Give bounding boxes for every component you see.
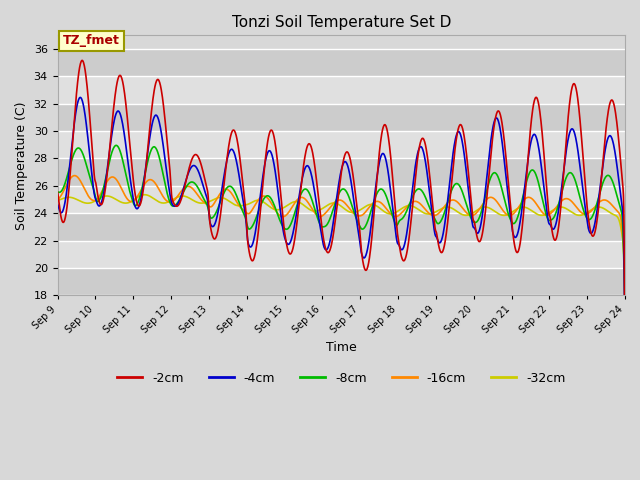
Legend: -2cm, -4cm, -8cm, -16cm, -32cm: -2cm, -4cm, -8cm, -16cm, -32cm — [112, 367, 570, 390]
Bar — [58, 268, 625, 295]
Bar — [58, 131, 625, 158]
Text: TZ_fmet: TZ_fmet — [63, 35, 120, 48]
Bar — [58, 104, 625, 131]
Bar — [58, 240, 625, 268]
Bar — [58, 213, 625, 240]
Title: Tonzi Soil Temperature Set D: Tonzi Soil Temperature Set D — [232, 15, 451, 30]
Bar — [58, 49, 625, 76]
Bar — [58, 76, 625, 104]
X-axis label: Time: Time — [326, 341, 356, 354]
Bar — [58, 158, 625, 186]
Y-axis label: Soil Temperature (C): Soil Temperature (C) — [15, 101, 28, 229]
Bar — [58, 186, 625, 213]
